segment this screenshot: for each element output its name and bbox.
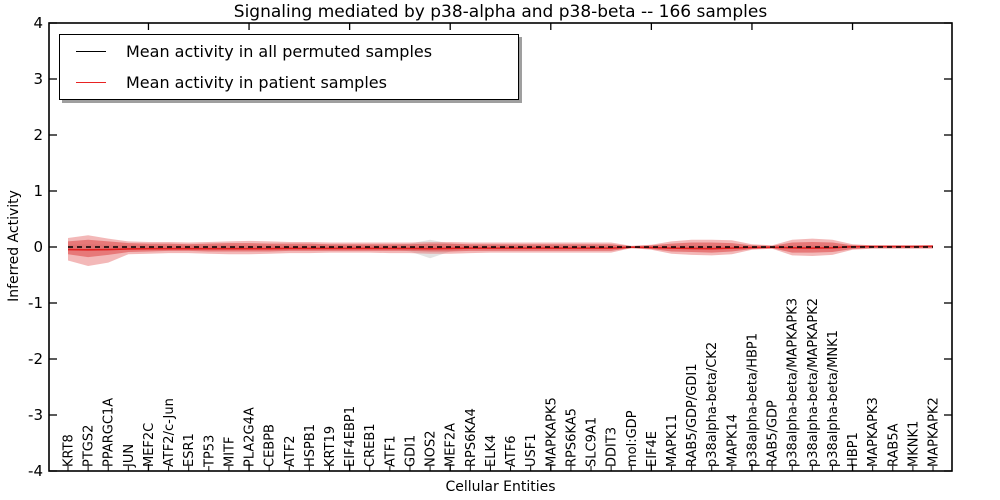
legend: Mean activity in all permuted samples Me… <box>59 34 519 100</box>
x-category-label: JUN <box>122 444 137 468</box>
x-category-label: HSPB1 <box>303 424 318 467</box>
y-tick-label: -2 <box>28 350 43 368</box>
x-category-label: MAPK11 <box>665 414 680 467</box>
x-category-label: RAB5A <box>886 423 901 467</box>
x-category-label: GDI1 <box>403 435 418 467</box>
x-category-label: USF1 <box>524 433 539 467</box>
x-category-label: CREB1 <box>363 423 378 467</box>
x-category-label: p38alpha-beta/MAPKAPK3 <box>786 298 801 467</box>
x-category-label: ATF1 <box>383 435 398 467</box>
x-axis-title: Cellular Entities <box>445 479 556 495</box>
legend-item-patient: Mean activity in patient samples <box>60 68 518 96</box>
x-category-label: MITF <box>222 437 237 467</box>
legend-label-permuted: Mean activity in all permuted samples <box>126 42 433 62</box>
y-tick-label: 0 <box>33 238 43 256</box>
chart-title: Signaling mediated by p38-alpha and p38-… <box>233 2 768 22</box>
y-tick-label: 1 <box>33 182 43 200</box>
x-category-label: ESR1 <box>182 433 197 467</box>
x-category-label: RPS6KA4 <box>464 408 479 467</box>
x-category-label: SLC9A1 <box>585 417 600 467</box>
x-category-label: RPS6KA5 <box>564 408 579 467</box>
x-category-label: MAPKAPK2 <box>927 397 942 467</box>
x-category-label: MAPK14 <box>725 414 740 467</box>
x-category-label: DDIT3 <box>605 427 620 467</box>
x-category-label: EIF4EBP1 <box>343 406 358 467</box>
x-category-label: RAB5/GDP <box>766 400 781 467</box>
y-tick-label: -4 <box>28 462 43 480</box>
x-category-label: p38alpha-beta/MAPKAPK2 <box>806 298 821 467</box>
x-category-label: CEBPB <box>263 424 278 467</box>
x-category-label: KRT8 <box>62 434 77 467</box>
x-category-label: MAPKAPK5 <box>544 397 559 467</box>
x-category-label: HBP1 <box>846 432 861 467</box>
y-tick-label: 2 <box>33 126 43 144</box>
x-category-label: MAPKAPK3 <box>866 397 881 467</box>
y-tick-label: 4 <box>33 14 43 32</box>
x-category-label: p38alpha-beta/HBP1 <box>745 333 760 467</box>
permuted-line-swatch <box>76 51 106 53</box>
x-category-label: RAB5/GDP/GDI1 <box>685 364 700 467</box>
x-category-label: MEF2A <box>444 423 459 467</box>
x-category-label: ATF6 <box>504 435 519 467</box>
x-category-label: PPARGC1A <box>102 398 117 467</box>
y-tick-label: -1 <box>28 294 43 312</box>
x-category-label: ATF2 <box>283 435 298 467</box>
x-category-label: p38alpha-beta/MNK1 <box>826 330 841 467</box>
x-category-label: PTGS2 <box>82 425 97 467</box>
x-category-label: KRT19 <box>323 426 338 467</box>
x-category-label: mol:GDP <box>625 410 640 467</box>
y-tick-label: 3 <box>33 70 43 88</box>
x-category-label: PLA2G4A <box>243 407 258 467</box>
legend-label-patient: Mean activity in patient samples <box>126 72 387 92</box>
x-category-label: EIF4E <box>645 431 660 467</box>
x-category-label: MKNK1 <box>906 421 921 467</box>
x-category-label: p38alpha-beta/CK2 <box>705 342 720 467</box>
x-category-label: MEF2C <box>142 423 157 467</box>
patient-line-swatch <box>76 81 106 83</box>
y-axis-title: Inferred Activity <box>6 190 22 302</box>
legend-item-permuted: Mean activity in all permuted samples <box>60 38 518 66</box>
y-tick-label: -3 <box>28 406 43 424</box>
x-category-label: TP53 <box>202 435 217 468</box>
x-category-label: ATF2/c-Jun <box>162 398 177 467</box>
x-category-label: ELK4 <box>484 435 499 467</box>
x-category-label: NOS2 <box>424 431 439 467</box>
